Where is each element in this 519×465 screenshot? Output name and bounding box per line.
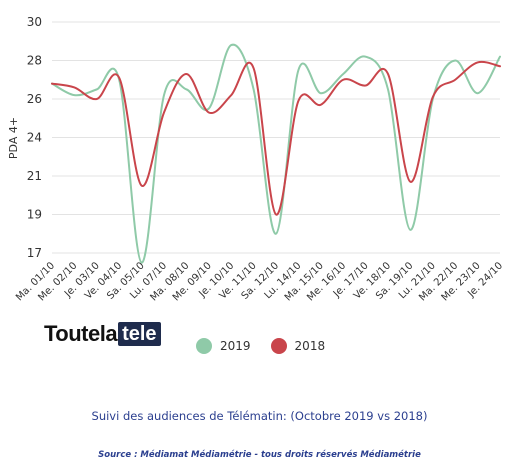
legend-label-2018: 2018 — [294, 339, 326, 353]
logo-text: Toutela — [44, 321, 118, 346]
y-tick-label: 17 — [27, 246, 42, 260]
y-tick-label: 19 — [27, 208, 42, 222]
legend-item-2018: 2018 — [270, 338, 326, 354]
chart-caption: Suivi des audiences de Télématin: (Octob… — [91, 409, 428, 423]
toutelatele-logo: Toutela tele — [44, 322, 161, 346]
series-line-2018 — [51, 60, 501, 216]
chart-legend: 2019 2018 — [196, 338, 345, 354]
logo-box-text: tele — [118, 322, 161, 346]
y-tick-label: 24 — [27, 131, 42, 145]
y-tick-label: 26 — [27, 92, 42, 106]
y-tick-label: 30 — [27, 15, 42, 29]
legend-label-2019: 2019 — [220, 339, 251, 353]
legend-item-2019: 2019 — [196, 338, 251, 354]
legend-swatch-2019 — [196, 338, 212, 354]
gridlines — [52, 21, 500, 254]
series-line-2019 — [51, 43, 501, 264]
y-axis-label: PDA 4+ — [7, 117, 20, 159]
source-note: Source : Médiamat Médiamétrie - tous dro… — [98, 450, 421, 460]
y-tick-label: 21 — [27, 169, 42, 183]
series-lines — [51, 43, 501, 264]
y-tick-label: 28 — [27, 54, 42, 68]
legend-swatch-2018 — [270, 338, 287, 354]
y-axis: 30 28 26 24 21 19 17 — [27, 15, 42, 260]
